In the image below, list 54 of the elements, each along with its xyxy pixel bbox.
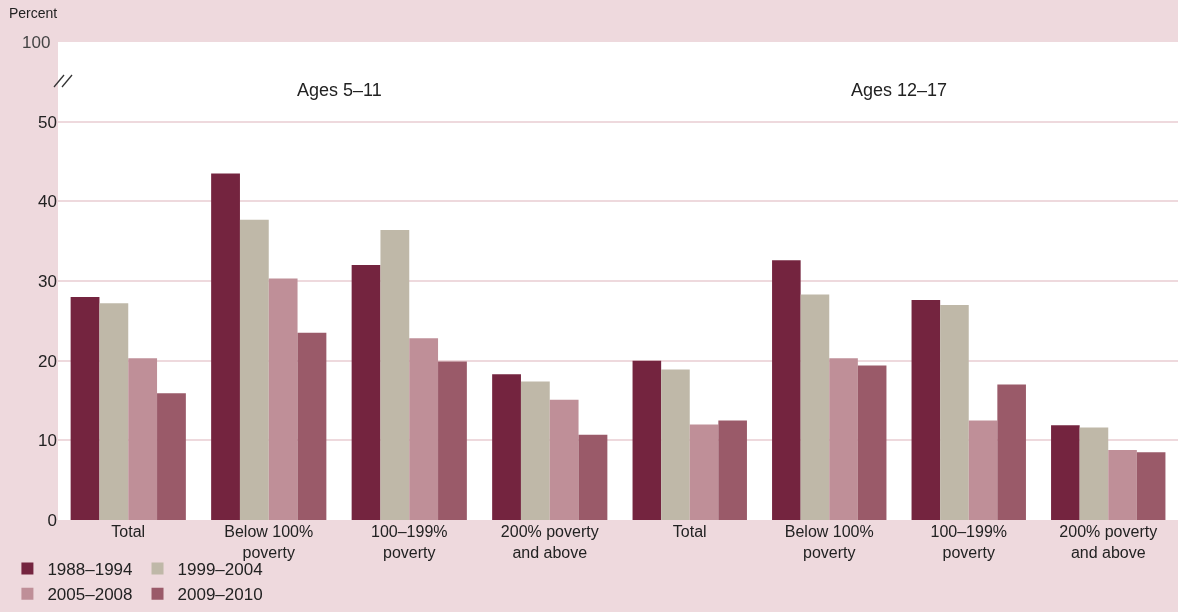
bar (70, 296, 100, 520)
y-tick-label: 20 (38, 351, 57, 371)
bar (997, 384, 1026, 520)
y-tick-label: 50 (38, 112, 57, 132)
bar (772, 260, 801, 520)
bar (128, 358, 158, 520)
bar (1051, 425, 1080, 520)
bar (718, 420, 747, 520)
bar (689, 424, 719, 520)
bar (409, 338, 439, 520)
legend-label: 2005–2008 (47, 585, 133, 605)
bar (1136, 452, 1166, 520)
bar (239, 219, 269, 520)
bar (968, 420, 998, 520)
x-tick-label: Below 100% poverty (224, 523, 314, 561)
bar (800, 294, 830, 520)
bar (829, 358, 858, 520)
bar (438, 361, 467, 520)
bar (351, 265, 381, 520)
x-tick-label: 200% poverty and above (1059, 523, 1158, 561)
bar (492, 374, 521, 520)
bar (632, 360, 662, 520)
text: Ages 5–11 (297, 80, 382, 100)
bar (380, 230, 410, 520)
bar (211, 173, 240, 520)
y-tick-label: 0 (47, 510, 57, 530)
bar (99, 303, 129, 520)
x-tick-label: Below 100% poverty (784, 523, 874, 561)
x-tick-label: Total (672, 523, 707, 540)
x-tick-label: Total (111, 523, 146, 540)
legend-label: 1999–2004 (177, 560, 263, 580)
bar (1108, 449, 1137, 520)
bar (549, 399, 579, 520)
bar (157, 393, 186, 520)
bar (520, 381, 550, 520)
bar (661, 369, 690, 520)
y-axis-title: Percent (9, 5, 58, 21)
legend-label: 1988–1994 (47, 560, 133, 580)
y-tick-label: 40 (38, 192, 57, 212)
bar (911, 300, 941, 520)
y-tick-label: 30 (38, 271, 57, 291)
text: 100 (22, 33, 51, 52)
x-tick-label: 100–199% poverty (930, 523, 1008, 561)
x-tick-label: 200% poverty and above (500, 523, 599, 561)
text: Ages 12–17 (851, 80, 948, 100)
bar (297, 332, 327, 520)
bar (578, 434, 608, 520)
bar (857, 365, 887, 520)
legend-label: 2009–2010 (177, 585, 263, 605)
y-tick-label: 10 (38, 431, 57, 451)
bar (1079, 427, 1109, 520)
bar (940, 304, 969, 520)
x-tick-label: 100–199% poverty (370, 523, 448, 561)
bar (268, 278, 298, 520)
